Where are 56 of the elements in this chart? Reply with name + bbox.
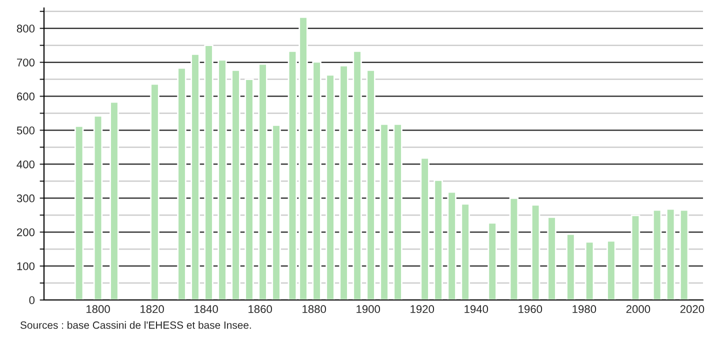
- y-tick-label: 100: [17, 262, 35, 270]
- y-tick-label: 300: [16, 194, 35, 202]
- x-tick-label: 1820: [140, 305, 164, 314]
- bar: [110, 101, 119, 300]
- source-note: Sources : base Cassini de l'EHESS et base Insee.: [20, 321, 251, 329]
- y-tick-label: 0: [29, 296, 35, 304]
- bar: [93, 115, 103, 300]
- bar: [326, 74, 335, 300]
- bar: [190, 53, 200, 300]
- bar: [630, 214, 640, 300]
- bar: [218, 59, 227, 300]
- x-tick-label: 1960: [518, 305, 542, 314]
- bar: [312, 61, 322, 300]
- bar: [380, 123, 389, 300]
- x-tick-label: 2020: [680, 305, 704, 314]
- bar: [584, 241, 594, 300]
- bar: [679, 209, 689, 300]
- x-tick-label: 1800: [86, 305, 110, 314]
- bar: [509, 197, 519, 300]
- bar: [244, 78, 254, 300]
- y-tick-label: 500: [16, 126, 35, 134]
- bar: [393, 123, 402, 300]
- x-tick-label: 1860: [248, 305, 272, 314]
- bar: [652, 209, 662, 300]
- bar: [666, 208, 676, 300]
- bar: [204, 44, 214, 300]
- bar: [352, 50, 362, 300]
- y-tick-label: 200: [16, 228, 35, 236]
- bar: [434, 179, 443, 300]
- y-tick-label: 400: [16, 160, 35, 168]
- x-tick-label: 1840: [194, 305, 218, 314]
- bar: [447, 191, 456, 300]
- bar: [566, 233, 576, 300]
- bar: [460, 203, 470, 300]
- x-tick-label: 1900: [356, 305, 380, 314]
- bar: [272, 124, 281, 300]
- bar: [231, 69, 240, 300]
- bar: [420, 157, 430, 300]
- bar: [150, 83, 160, 300]
- x-tick-label: 1920: [410, 305, 434, 314]
- y-tick-label: 800: [16, 24, 35, 33]
- bar: [177, 67, 186, 300]
- bar: [258, 63, 268, 300]
- bar: [339, 65, 348, 300]
- x-tick-label: 1940: [464, 305, 488, 314]
- bar: [530, 204, 540, 300]
- x-tick-label: 1980: [572, 305, 596, 314]
- x-tick-label: 1880: [302, 305, 326, 314]
- x-tick-label: 2000: [626, 305, 650, 314]
- bar: [366, 69, 376, 300]
- bar: [74, 125, 84, 300]
- y-tick-label: 700: [17, 58, 35, 66]
- bar: [488, 222, 497, 300]
- y-tick-label: 600: [17, 92, 35, 100]
- bar: [547, 216, 556, 300]
- bar: [606, 240, 616, 300]
